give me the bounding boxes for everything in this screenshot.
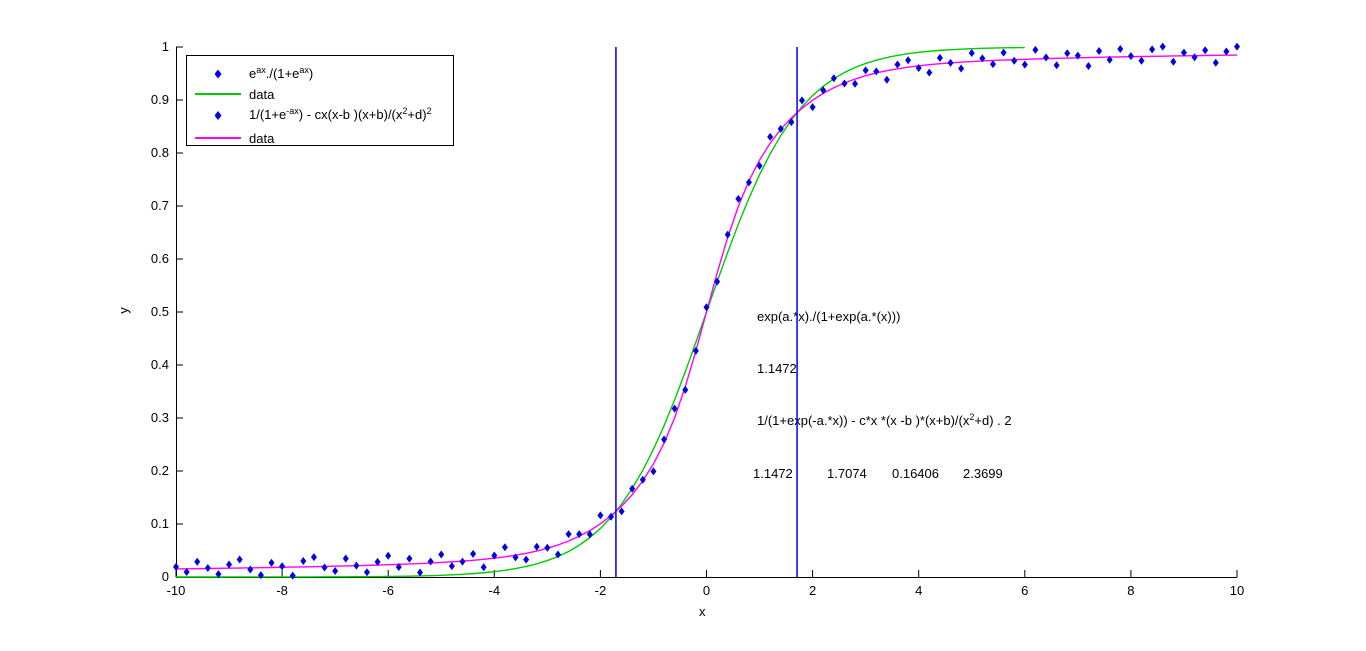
line-swatch-icon	[195, 137, 241, 139]
superscript-text: -ax	[286, 106, 299, 116]
text-segment: )	[308, 65, 314, 81]
superscript-text: 2	[402, 106, 408, 116]
superscript-text: 2	[426, 106, 432, 116]
coefficient-value: 1.7074	[827, 466, 867, 481]
legend-entry-data-magenta: data	[187, 128, 453, 148]
text-segment: 1/(1+exp(-a.*x)) - c*x *(x -b )*(x+b)/(x	[757, 413, 970, 428]
legend-entry-data-green: data	[187, 84, 453, 104]
superscript-text: ax	[256, 64, 266, 75]
annotation-formula-2: 1/(1+exp(-a.*x)) - c*x *(x -b )*(x+b)/(x…	[757, 412, 1012, 428]
legend-icon-cell	[187, 111, 249, 120]
text-segment: +d) . 2	[974, 413, 1012, 428]
text-segment: data	[249, 86, 275, 102]
diamond-marker-icon	[214, 69, 222, 79]
legend-entry-model2-points: 1/(1+e-ax) - cx(x-b )(x+b)/(x2+d)2	[187, 104, 453, 127]
diamond-marker-icon	[214, 111, 222, 120]
legend-icon-cell	[187, 137, 249, 139]
legend-icon-cell	[187, 69, 249, 79]
legend-label: eax./(1+eax)	[249, 64, 314, 83]
legend-icon-cell	[187, 93, 249, 95]
text-segment: data	[249, 130, 275, 146]
line-swatch-icon	[195, 93, 241, 95]
annotation-coefficient-a: 1.1472	[757, 361, 797, 376]
legend-label: data	[249, 87, 274, 102]
text-segment: 1/(1+e	[249, 107, 287, 122]
legend-entry-model1-points: eax./(1+eax)	[187, 64, 453, 84]
superscript-text: 2	[969, 412, 975, 422]
text-segment: +d)	[407, 107, 427, 122]
y-axis-label: y	[115, 307, 131, 314]
legend-label: data	[249, 131, 274, 146]
annotation-formula-1: exp(a.*x)./(1+exp(a.*(x)))	[757, 309, 901, 324]
coefficient-value: 2.3699	[963, 466, 1003, 481]
superscript-text: ax	[299, 64, 309, 75]
legend-label: 1/(1+e-ax) - cx(x-b )(x+b)/(x2+d)2	[249, 106, 432, 124]
text-segment: ./(1+e	[265, 65, 300, 81]
annotation-coefficients-row: 1.1472 1.7074 0.16406 2.3699	[753, 466, 1053, 482]
coefficient-value: 0.16406	[892, 466, 939, 481]
legend-box: eax./(1+eax) data 1/(1+e-ax) - cx(x-b )(…	[186, 55, 454, 146]
coefficient-value: 1.1472	[753, 466, 793, 481]
x-axis-label: x	[699, 604, 706, 619]
text-segment: ) - cx(x-b )(x+b)/(x	[298, 107, 403, 122]
